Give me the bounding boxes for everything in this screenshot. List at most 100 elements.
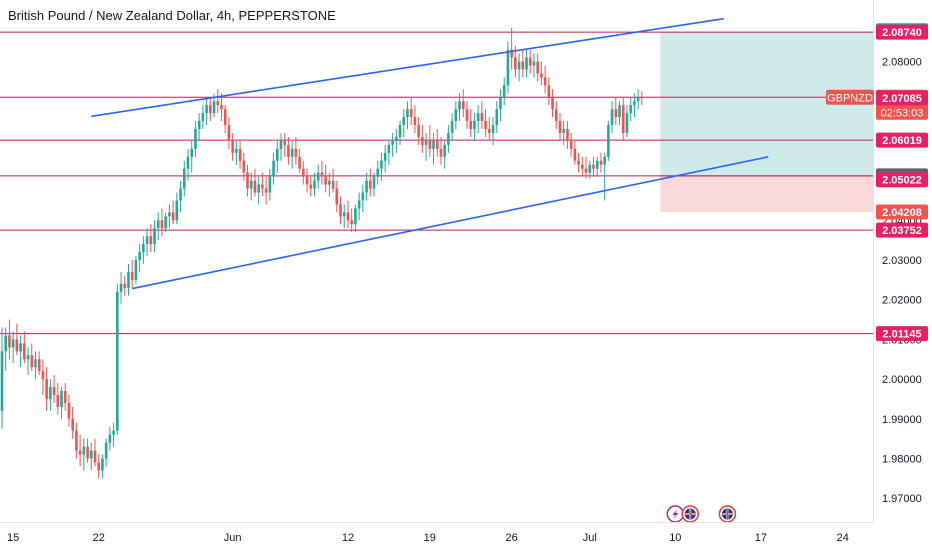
time-tick-label: 19 [424,532,436,544]
candle-body [633,101,636,106]
candle-body [209,105,212,114]
candle-body [339,204,342,217]
candle-body [283,140,287,145]
time-tick-label: 15 [7,532,19,544]
candle-body [75,430,78,451]
loss-zone[interactable] [660,175,888,213]
candle-body [316,172,320,181]
candle-body [342,212,346,217]
candle-body [190,148,194,157]
candle-body [454,109,458,122]
candle-body [78,450,82,455]
candle-body [495,109,499,126]
price-tick-label: 1.98000 [882,453,922,465]
flash-icon[interactable] [666,505,685,523]
candle-body [71,418,74,431]
candle-body [182,168,186,189]
candle-body [610,109,614,126]
candle-body [23,343,26,360]
position-tool[interactable] [660,32,888,213]
candle-body [402,117,406,126]
candle-body [514,57,517,70]
candle-body [89,450,93,459]
candle-body [227,125,231,141]
candle-body [443,144,446,157]
price-tag-label: 2.08740 [882,27,922,39]
candle-body [599,160,603,165]
candle-body [119,283,123,292]
candle-body [413,117,417,126]
candle-body [346,212,350,221]
time-tick-label: Jul [583,532,597,544]
time-tick-label: 17 [755,532,767,544]
candle-body [480,113,484,122]
candle-body [525,57,528,70]
price-tag-label: 2.01145 [882,329,921,341]
candle-body [499,97,502,110]
candle-body [502,85,506,98]
channel-line[interactable] [91,17,724,118]
time-tick-label: 26 [506,532,518,544]
candle-body [488,129,491,133]
candle-body [149,236,153,245]
candle-body [186,156,190,169]
candle-body [116,291,119,431]
candle-body [592,164,595,169]
candle-body [287,144,290,157]
candle-body [104,442,108,459]
candle-body [473,121,476,130]
trend-channel[interactable] [91,17,769,290]
price-tag-label: 2.05022 [882,175,922,187]
candle-body [391,140,394,145]
candle-body [540,73,543,78]
uk-flag-icon[interactable] [681,505,699,523]
candle-body [223,109,227,126]
candle-body [220,105,223,110]
candle-body [424,140,428,145]
time-axis[interactable]: 15 22 Jun 12 19 26 Jul 10 17 24 [0,522,873,545]
candle-body [331,180,335,189]
candle-body [447,132,450,145]
price-tag-box [876,326,928,342]
flash-icon-bolt [672,509,679,519]
candle-body [324,176,327,185]
candle-body [302,168,305,177]
candle-body [547,85,551,98]
candle-body [640,97,644,99]
candle-body [26,355,30,360]
candle-body [8,335,11,348]
price-axis[interactable]: 1.970001.980001.990002.000002.010002.020… [873,0,932,550]
candle-body [607,125,610,157]
price-tag-box [876,90,928,106]
candle-body [528,57,532,66]
candle-body [142,244,145,253]
candle-body [543,77,547,86]
candle-body [435,140,439,149]
candle-body [566,129,569,141]
candle-body [365,180,368,193]
candle-body [354,208,357,225]
candle-body [264,188,268,193]
candle-body [584,168,588,173]
time-tick-label: 12 [342,532,354,544]
candle-body [614,109,618,118]
candle-body [491,125,495,133]
candle-body [432,140,435,149]
candle-body [577,160,580,165]
event-markers[interactable] [666,505,737,523]
price-tags: 2.087762.087402.0709902:53:03GBPNZD2.070… [826,23,928,342]
channel-line[interactable] [132,156,769,290]
horizontal-levels[interactable] [0,31,873,335]
price-tick-label: 1.97000 [882,493,922,505]
candle-body [458,101,461,110]
candle-body [156,220,160,229]
candle-body [82,446,86,455]
candle-body [197,121,201,130]
candle-body [194,129,197,149]
uk-flag-icon[interactable] [718,505,737,523]
candle-body [235,148,238,153]
candle-body [517,61,521,70]
candle-body [34,359,37,368]
candle-body [357,200,361,209]
